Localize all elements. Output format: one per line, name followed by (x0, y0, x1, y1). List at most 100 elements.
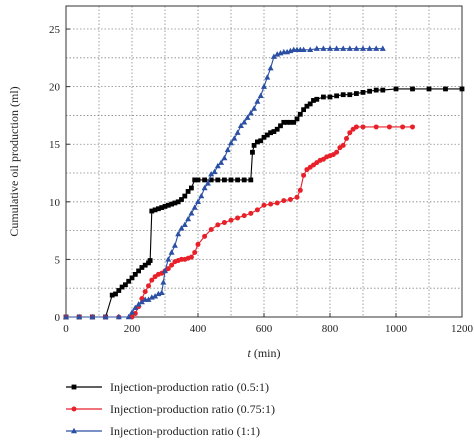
data-point (241, 177, 247, 183)
data-point (126, 278, 132, 284)
y-tick-label: 25 (49, 24, 61, 36)
data-point (172, 200, 178, 206)
data-point (347, 130, 353, 136)
data-point (182, 193, 188, 199)
data-point (380, 87, 386, 93)
data-point (201, 184, 208, 191)
data-point (181, 221, 188, 228)
data-point (165, 202, 171, 208)
data-point (297, 111, 303, 117)
y-axis-ticks: 0 5 10 15 20 25 (49, 24, 70, 324)
data-point (244, 114, 251, 120)
series-1 (63, 124, 415, 320)
data-point (274, 126, 280, 132)
data-point (138, 298, 145, 305)
data-point (221, 154, 228, 161)
data-point (146, 283, 151, 289)
data-point (241, 119, 248, 125)
x-tick-label: 1200 (451, 323, 474, 335)
data-point (255, 139, 260, 145)
legend-item-0: Injection-production ratio (0.5:1) (64, 376, 424, 398)
data-point (189, 185, 194, 191)
data-point (175, 199, 181, 205)
data-point (248, 210, 254, 216)
data-point (373, 124, 379, 130)
data-point (195, 177, 201, 183)
data-point (139, 265, 145, 270)
data-point (264, 74, 271, 80)
data-point (247, 109, 254, 116)
x-axis-label-italic: t (247, 346, 251, 360)
data-point (288, 119, 293, 125)
data-point (179, 197, 184, 202)
x-tick-label: 1000 (385, 323, 408, 335)
data-point (208, 170, 215, 177)
data-point (334, 149, 340, 155)
data-point (327, 94, 333, 100)
data-point (188, 210, 195, 216)
data-point (360, 89, 366, 95)
data-point (340, 92, 346, 98)
data-point (76, 313, 83, 320)
data-point (307, 46, 314, 52)
data-point (261, 134, 267, 140)
data-point (195, 241, 201, 247)
data-point (353, 124, 359, 130)
data-point (291, 119, 297, 125)
data-point (301, 172, 307, 178)
data-point (152, 293, 159, 299)
data-point (294, 194, 300, 200)
data-point (251, 142, 257, 148)
legend: Injection-production ratio (0.5:1) Injec… (64, 376, 424, 442)
data-point (188, 254, 194, 260)
data-point (373, 45, 380, 51)
data-point (215, 222, 221, 228)
data-point (132, 271, 138, 277)
data-point (162, 267, 168, 274)
data-point (327, 45, 333, 51)
y-tick-label: 20 (49, 82, 61, 94)
data-point (297, 187, 303, 193)
data-point (214, 162, 221, 169)
data-point (192, 249, 198, 255)
data-point (222, 177, 227, 183)
data-point (373, 87, 379, 93)
data-point (149, 208, 155, 214)
data-point (340, 142, 346, 148)
legend-label-2: Injection-production ratio (1:1) (110, 423, 260, 438)
legend-swatch-marker (71, 384, 77, 390)
data-point (235, 215, 241, 221)
data-point (185, 215, 192, 222)
data-point (211, 168, 218, 175)
data-point (142, 289, 148, 295)
data-point (132, 311, 138, 317)
data-point (234, 129, 241, 135)
data-point (459, 86, 465, 92)
data-point (354, 91, 359, 96)
data-point (136, 268, 141, 274)
data-point (175, 230, 182, 237)
data-point (204, 180, 211, 186)
data-point (168, 249, 175, 255)
data-point (152, 207, 158, 213)
legend-label-1: Injection-production ratio (0.75:1) (110, 401, 275, 416)
data-point (192, 177, 198, 183)
data-point (274, 200, 280, 206)
data-point (254, 98, 261, 104)
data-point (304, 103, 310, 109)
legend-swatch-circle-icon (66, 406, 102, 412)
data-point (400, 124, 406, 130)
data-point (287, 197, 293, 203)
legend-swatch-triangle-icon (66, 427, 102, 434)
data-point (195, 198, 201, 205)
data-point (160, 279, 167, 285)
data-point (271, 129, 277, 134)
data-point (221, 220, 227, 226)
data-point (443, 86, 448, 92)
data-point (393, 86, 399, 92)
data-point (353, 45, 360, 51)
data-point (159, 205, 165, 210)
data-point (300, 46, 307, 52)
data-point (102, 313, 109, 320)
data-point (314, 96, 320, 102)
